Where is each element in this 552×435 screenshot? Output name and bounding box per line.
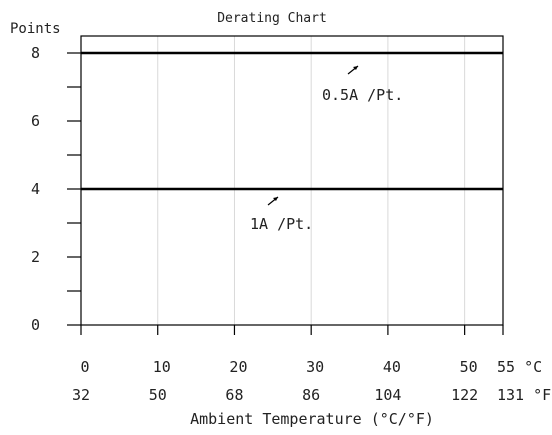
x-tick-label-celsius: 10 bbox=[153, 358, 171, 376]
y-tick-label: 4 bbox=[31, 180, 40, 198]
x-tick-label-fahrenheit: 50 bbox=[149, 386, 167, 404]
x-tick-label-celsius: 30 bbox=[306, 358, 324, 376]
y-tick-label: 6 bbox=[31, 112, 40, 130]
x-tick-label-fahrenheit: 68 bbox=[225, 386, 243, 404]
x-tick-label-celsius: 40 bbox=[383, 358, 401, 376]
x-tick-label-celsius: 50 bbox=[460, 358, 478, 376]
series-label: 0.5A /Pt. bbox=[322, 86, 403, 104]
y-tick-label: 0 bbox=[31, 316, 40, 334]
y-tick-label: 2 bbox=[31, 248, 40, 266]
series-label: 1A /Pt. bbox=[250, 215, 313, 233]
x-tick-label-fahrenheit: 86 bbox=[302, 386, 320, 404]
x-tick-label-fahrenheit: 131 °F bbox=[497, 386, 551, 404]
annotation-arrowhead bbox=[273, 197, 278, 201]
x-axis-label: Ambient Temperature (°C/°F) bbox=[190, 410, 434, 428]
chart-title: Derating Chart bbox=[217, 11, 327, 26]
y-axis-label: Points bbox=[10, 21, 61, 37]
plot-frame bbox=[80, 35, 504, 326]
annotation-arrowhead bbox=[353, 66, 358, 70]
x-tick-label-fahrenheit: 32 bbox=[72, 386, 90, 404]
x-tick-label-celsius: 20 bbox=[229, 358, 247, 376]
x-tick-label-fahrenheit: 104 bbox=[374, 386, 401, 404]
y-tick-label: 8 bbox=[31, 44, 40, 62]
x-tick-label-celsius: 55 °C bbox=[497, 358, 542, 376]
x-tick-label-celsius: 0 bbox=[80, 358, 89, 376]
x-tick-label-fahrenheit: 122 bbox=[451, 386, 478, 404]
